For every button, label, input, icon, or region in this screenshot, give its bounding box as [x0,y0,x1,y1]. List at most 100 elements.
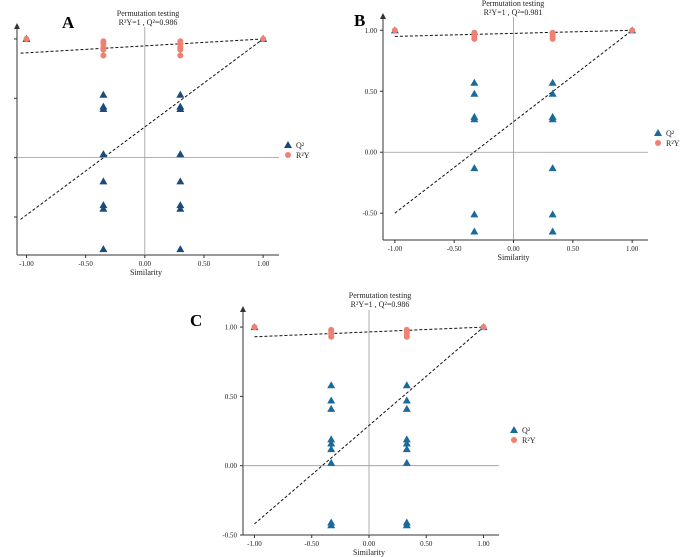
y-tick-label: 0.00 [225,462,238,470]
legend-r2y-marker [655,140,661,146]
legend-q2-label: Q² [522,426,531,435]
legend-q2-label: Q² [666,129,675,138]
chart-title: Permutation testing [482,0,544,8]
x-tick-label: 0.50 [420,540,433,548]
panel-label: C [190,311,202,330]
q2-point [548,227,557,235]
q2-point [402,439,411,447]
y-tick-label: -0.50 [362,210,377,218]
x-axis-label: Similarity [353,548,385,557]
r2y-point [100,46,107,53]
y-tick-label: -0.50 [222,532,237,540]
chart-subtitle: R²Y=1 , Q²=0.986 [351,300,410,309]
legend-q2-marker [654,129,662,136]
q2-point [470,164,479,172]
r2y-point [177,52,184,59]
x-tick-label: 0.00 [139,260,152,268]
q2-point [402,396,411,404]
r2y-regression-line [254,326,484,338]
y-axis-arrow [380,13,386,19]
r2y-point [251,324,258,331]
q2-point [470,89,479,97]
y-axis-arrow [240,306,246,312]
q2-point [402,435,411,443]
q2-regression-line [254,326,484,525]
x-tick-label: -0.50 [78,260,93,268]
legend-r2y-label: R²Y [522,436,536,445]
r2y-point [328,333,335,340]
q2-point [176,201,185,209]
r2y-regression-line [394,29,633,37]
y-tick-label: 0.50 [225,393,238,401]
q2-point [402,458,411,466]
r2y-point [471,35,478,42]
panel-label: B [354,11,365,30]
x-axis-label: Similarity [498,253,530,262]
x-tick-label: 0.00 [507,245,520,253]
r2y-point [23,35,30,42]
x-tick-label: -1.00 [388,245,403,253]
legend-q2-marker [284,141,292,148]
x-tick-label: 1.00 [626,245,639,253]
r2y-point [403,333,410,340]
q2-point [176,150,185,158]
q2-point [99,177,108,185]
legend-r2y-marker [511,437,517,443]
chart-title: Permutation testing [349,291,411,300]
q2-point [99,90,108,98]
q2-point [327,458,336,466]
q2-point [327,439,336,447]
q2-point [470,78,479,86]
x-tick-label: 0.00 [363,540,376,548]
legend-r2y-label: R²Y [666,139,680,148]
q2-point [99,204,108,212]
legend-r2y-marker [285,152,291,158]
r2y-point [100,52,107,59]
q2-point [470,210,479,218]
q2-point [402,445,411,453]
q2-point [327,396,336,404]
q2-point [176,104,185,112]
chart-title: Permutation testing [117,9,179,18]
q2-point [99,245,108,253]
chart-subtitle: R²Y=1 , Q²=0.986 [119,18,178,27]
x-tick-label: 1.00 [477,540,490,548]
q2-point [327,381,336,389]
r2y-point [391,27,398,34]
y-tick-label: 0.50 [365,88,378,96]
q2-point [402,521,411,529]
q2-point [548,78,557,86]
x-axis-label: Similarity [130,268,162,277]
q2-point [99,150,108,158]
r2y-point [549,35,556,42]
q2-point [327,445,336,453]
x-tick-label: -1.00 [19,260,34,268]
legend-q2-marker [510,426,518,433]
r2y-point [480,324,487,331]
q2-point [548,210,557,218]
q2-point [402,404,411,412]
panel-label: A [62,13,75,32]
q2-point [548,115,557,123]
q2-point [402,381,411,389]
q2-point [99,201,108,209]
q2-point [327,404,336,412]
y-axis-arrow [14,23,20,29]
q2-point [176,245,185,253]
x-tick-label: 0.50 [567,245,580,253]
y-tick-label: 1.00 [225,324,238,332]
r2y-point [177,46,184,53]
y-tick-label: 1.00 [365,27,378,35]
q2-point [548,89,557,97]
q2-point [470,227,479,235]
x-tick-label: -1.00 [247,540,262,548]
q2-point [99,104,108,112]
x-tick-label: 0.50 [198,260,211,268]
r2y-point [260,35,267,42]
x-tick-label: 1.00 [257,260,270,268]
q2-point [327,435,336,443]
